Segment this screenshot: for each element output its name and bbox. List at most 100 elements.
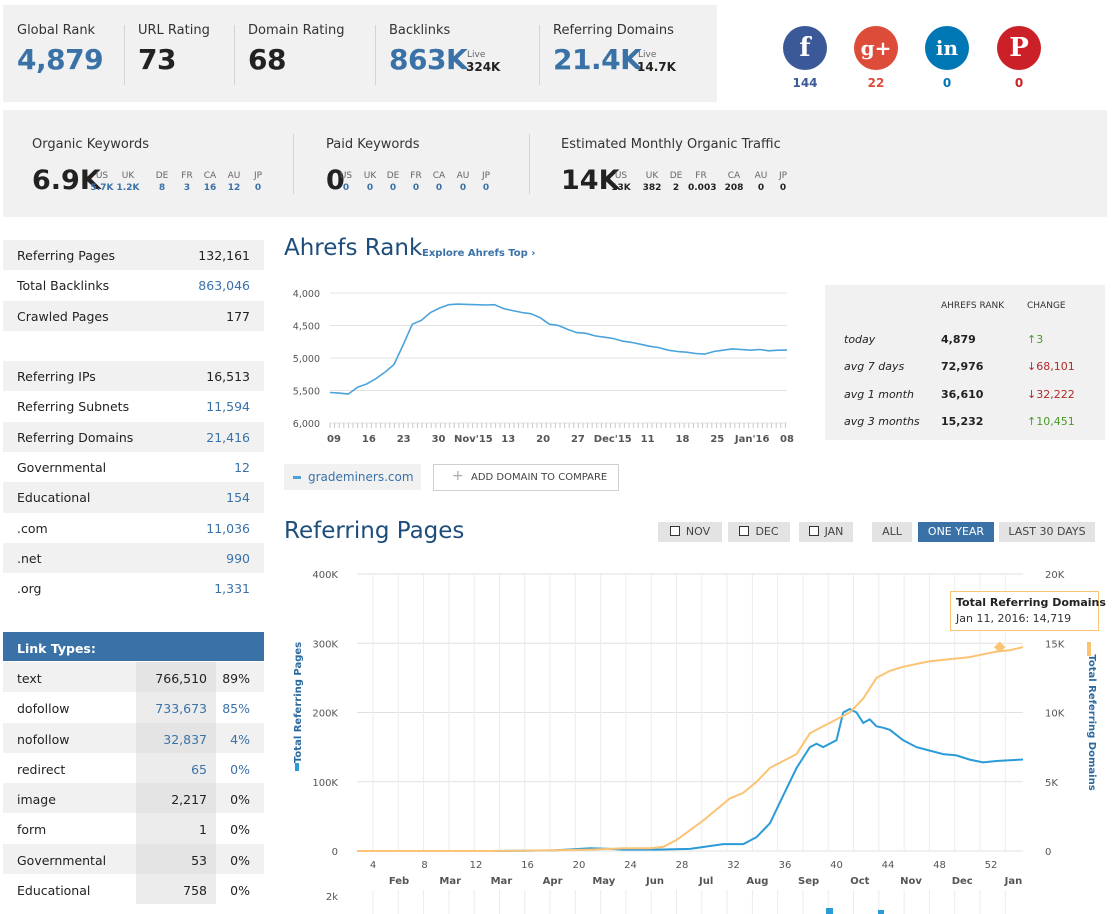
- country-au-count[interactable]: AU 12: [221, 171, 247, 193]
- link-type-label: image: [17, 792, 56, 808]
- organic-keywords-value[interactable]: 6.9K: [32, 165, 101, 196]
- country-code: US: [614, 171, 628, 181]
- link-type-percent: 4%: [230, 731, 250, 747]
- rank-change-value: 68,101: [1036, 360, 1075, 373]
- filter-label: ONE YEAR: [927, 525, 985, 538]
- country-value: 3: [183, 183, 191, 193]
- stat-value[interactable]: 21,416: [206, 429, 250, 445]
- link-type-percent: 89%: [222, 671, 250, 686]
- rank-value: 15,232: [941, 415, 984, 428]
- country-jp-count[interactable]: JP 0: [473, 171, 499, 193]
- stat-value[interactable]: 1,331: [214, 581, 250, 597]
- domain-legend-tag[interactable]: grademiners.com: [284, 464, 421, 490]
- organic-traffic-value[interactable]: 14K: [561, 165, 620, 196]
- linkedin-icon[interactable]: in: [925, 26, 969, 70]
- y2-tick-label: 5K: [1045, 778, 1058, 789]
- stat-value[interactable]: 11,036: [206, 520, 250, 536]
- facebook-icon[interactable]: f: [783, 26, 827, 70]
- country-uk-count[interactable]: UK 0: [357, 171, 383, 193]
- link-type-row-dofollow: dofollow 733,673 85%: [3, 692, 264, 723]
- country-au-count[interactable]: AU 0: [450, 171, 476, 193]
- y2-tick-label: 0: [1045, 847, 1051, 858]
- country-us-count[interactable]: US 13K: [608, 171, 634, 193]
- checkbox[interactable]: [669, 526, 680, 536]
- link-type-row-nofollow: nofollow 32,837 4%: [3, 722, 264, 753]
- filter-label: DEC: [755, 525, 779, 538]
- y-tick-label: 100K: [312, 778, 338, 789]
- add-domain-button[interactable]: + ADD DOMAIN TO COMPARE: [433, 464, 619, 491]
- link-type-count[interactable]: 32,837: [163, 731, 207, 747]
- country-us-count[interactable]: US 0: [333, 171, 359, 193]
- rank-change: ↓68,101: [1027, 360, 1075, 373]
- y-tick-label: 0: [332, 847, 338, 858]
- country-jp-count[interactable]: JP 0: [245, 171, 271, 193]
- y-axis-label: Total Referring Pages: [293, 642, 304, 763]
- explore-ahrefs-top-link[interactable]: Explore Ahrefs Top ›: [422, 248, 536, 259]
- link-type-label: text: [17, 671, 42, 686]
- country-de-count[interactable]: DE 2: [663, 171, 689, 193]
- y2-tick-label: 20K: [1045, 570, 1065, 581]
- stat-divider: [124, 25, 125, 85]
- paid-keywords-value[interactable]: 0: [326, 165, 345, 196]
- country-uk-count[interactable]: UK 1.2K: [115, 171, 141, 193]
- stat-value[interactable]: 154: [226, 490, 250, 506]
- link-type-count[interactable]: 65: [191, 761, 207, 777]
- country-jp-count[interactable]: JP 0: [770, 171, 796, 193]
- country-value: 12: [227, 183, 241, 193]
- stat-value[interactable]: 863,046: [198, 278, 250, 294]
- change-column-header: CHANGE: [1027, 301, 1066, 311]
- country-ca-count[interactable]: CA 0: [426, 171, 452, 193]
- count-cell-bg: [136, 874, 216, 905]
- organic-keywords-group: Organic Keywords 6.9K US 5.7K UK 1.2K DE 8 FR 3…: [32, 110, 292, 217]
- filter-last-30-days[interactable]: LAST 30 DAYS: [999, 522, 1095, 542]
- x-tick-label: 08: [780, 434, 794, 445]
- month-tick-label: Sep: [798, 876, 819, 887]
- pinterest-icon[interactable]: P: [997, 26, 1041, 70]
- google-plus-icon[interactable]: g+: [854, 26, 898, 70]
- global-rank-value[interactable]: 4,879: [17, 43, 104, 76]
- checkbox[interactable]: [808, 526, 819, 536]
- stat-value[interactable]: 990: [226, 550, 250, 566]
- country-uk-count[interactable]: UK 382: [639, 171, 665, 193]
- filter-all[interactable]: ALL: [872, 522, 912, 542]
- x-tick-label: 16: [362, 434, 376, 445]
- stat-value[interactable]: 12: [234, 460, 250, 476]
- country-code: UK: [363, 171, 377, 181]
- country-fr-count[interactable]: FR 3: [174, 171, 200, 193]
- link-type-count[interactable]: 733,673: [155, 701, 207, 717]
- arrow-down-icon: ↓: [1027, 388, 1037, 401]
- link-type-percent: 0%: [230, 852, 250, 868]
- stat-divider: [375, 25, 376, 85]
- country-ca-count[interactable]: CA 16: [197, 171, 223, 193]
- filter-one-year[interactable]: ONE YEAR: [918, 522, 994, 542]
- country-de-count[interactable]: DE 8: [149, 171, 175, 193]
- country-fr-count[interactable]: FR 0: [403, 171, 429, 193]
- rank-change-value: 3: [1036, 333, 1044, 346]
- organic-traffic-title: Estimated Monthly Organic Traffic: [561, 137, 781, 152]
- stat-value[interactable]: 11,594: [206, 399, 250, 415]
- referring-domains-value[interactable]: 21.4K: [553, 43, 642, 76]
- domain-rating-stat: Domain Rating 68: [248, 5, 368, 102]
- country-code: FR: [181, 171, 193, 181]
- country-value: 16: [203, 183, 217, 193]
- add-domain-label: ADD DOMAIN TO COMPARE: [471, 472, 608, 483]
- country-value: 0: [482, 183, 490, 193]
- filter-nov[interactable]: NOV: [658, 522, 722, 542]
- navigator-bar: [826, 908, 833, 914]
- checkbox[interactable]: [739, 526, 750, 536]
- week-tick-label: 4: [370, 860, 376, 871]
- stat-row-crawled-pages: Crawled Pages 177: [3, 300, 264, 331]
- filter-dec[interactable]: DEC: [728, 522, 790, 542]
- count-cell-bg: [136, 662, 216, 693]
- country-au-count[interactable]: AU 0: [748, 171, 774, 193]
- country-ca-count[interactable]: CA 208: [721, 171, 747, 193]
- rank-row: today 4,879 ↑3: [825, 326, 1105, 353]
- month-tick-label: Jan: [1004, 876, 1023, 887]
- backlinks-value[interactable]: 863K: [389, 43, 468, 76]
- rank-change-value: 10,451: [1036, 415, 1075, 428]
- filter-jan[interactable]: JAN: [799, 522, 853, 542]
- country-de-count[interactable]: DE 0: [380, 171, 406, 193]
- country-fr-count[interactable]: FR 0.003: [688, 171, 716, 193]
- country-us-count[interactable]: US 5.7K: [89, 171, 115, 193]
- referring-domains-live-label: Live: [638, 50, 657, 60]
